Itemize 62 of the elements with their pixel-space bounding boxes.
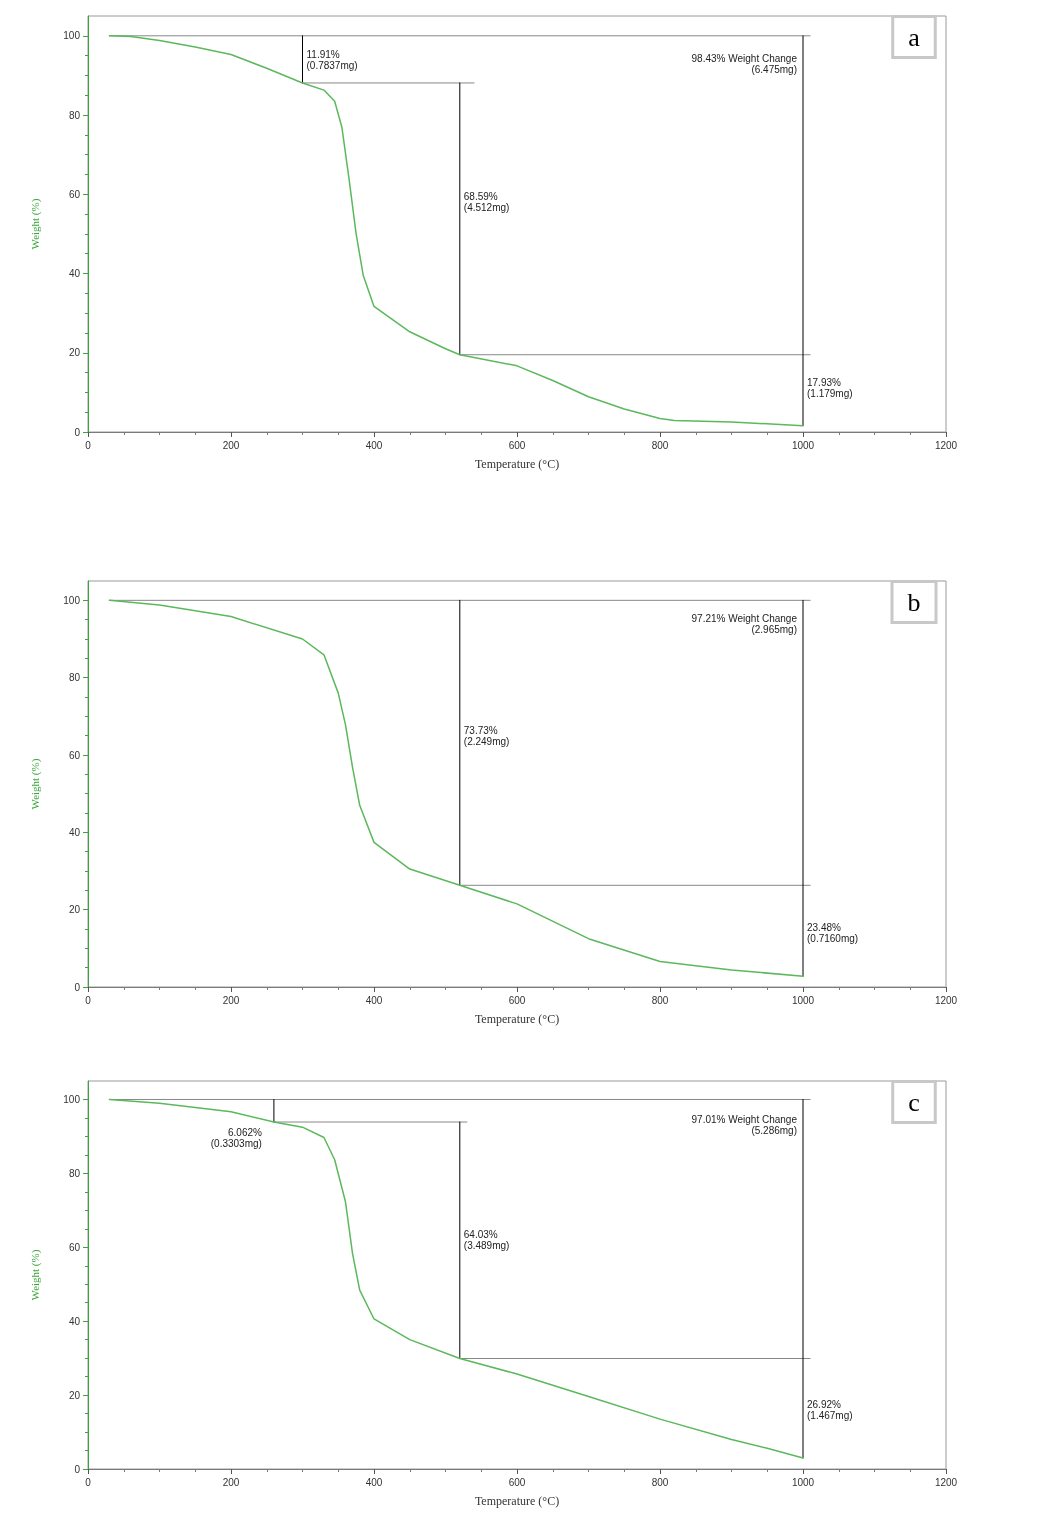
annotation: 6.062% (0.3303mg) [210,1127,262,1150]
x-axis-title: Temperature (°C) [474,1012,560,1026]
x-tick-label: 200 [222,439,240,451]
y-tick-label: 100 [63,1093,81,1105]
x-tick-label: 200 [222,1476,240,1488]
y-tick-label: 80 [68,672,81,684]
y-tick-label: 100 [63,30,81,42]
x-tick-label: 400 [365,1476,383,1488]
annotation: c [908,1087,920,1117]
x-tick-label: 400 [365,439,383,451]
y-tick-label: 20 [68,347,81,359]
x-tick-label: 1000 [791,439,815,451]
x-tick-label: 600 [508,994,526,1006]
y-tick-label: 60 [68,749,81,761]
y-tick-label: 40 [68,826,81,838]
line-series [108,35,804,427]
y-tick-label: 80 [68,109,81,121]
annotation: 68.59% (4.512mg) [463,191,510,214]
annotation: 23.48% (0.7160mg) [807,921,859,944]
annotation: 11.91% (0.7837mg) [306,48,358,71]
y-tick-label: 0 [74,1463,81,1475]
x-tick-label: 800 [651,439,669,451]
x-tick-label: 1200 [934,439,958,451]
line-series [108,599,804,977]
y-tick-label: 100 [63,594,81,606]
x-tick-label: 0 [85,1476,92,1488]
y-tick-label: 60 [68,188,81,200]
x-tick-label: 1200 [934,994,958,1006]
x-axis-title: Temperature (°C) [474,457,560,471]
y-tick-label: 20 [68,1389,81,1401]
x-tick-label: 800 [651,1476,669,1488]
x-tick-label: 400 [365,994,383,1006]
annotation: 64.03% (3.489mg) [463,1228,510,1251]
x-tick-label: 1000 [791,1476,815,1488]
y-tick-label: 20 [68,904,81,916]
x-tick-label: 200 [222,994,240,1006]
y-axis-title: Weight (%) [28,198,42,250]
x-tick-label: 0 [85,994,92,1006]
x-axis-title: Temperature (°C) [474,1494,560,1508]
annotation: b [907,587,921,617]
annotation: 98.43% Weight Change (6.475mg) [691,52,798,75]
annotation: 73.73% (2.249mg) [463,724,510,747]
y-tick-label: 0 [74,426,81,438]
y-axis-title: Weight (%) [28,758,42,810]
x-tick-label: 800 [651,994,669,1006]
annotation: 17.93% (1.179mg) [807,377,853,400]
y-axis-title: Weight (%) [28,1249,42,1301]
y-tick-label: 40 [68,1315,81,1327]
x-tick-label: 600 [508,439,526,451]
annotation: 97.01% Weight Change (5.286mg) [691,1114,798,1137]
y-tick-label: 0 [74,981,81,993]
line-series [108,1098,804,1459]
y-tick-label: 80 [68,1167,81,1179]
x-tick-label: 1200 [934,1476,958,1488]
x-tick-label: 1000 [791,994,815,1006]
y-tick-label: 60 [68,1241,81,1253]
x-tick-label: 600 [508,1476,526,1488]
annotation: a [908,22,921,52]
x-tick-label: 0 [85,439,92,451]
annotation: 26.92% (1.467mg) [807,1398,853,1421]
annotation: 97.21% Weight Change (2.965mg) [691,612,798,635]
y-tick-label: 40 [68,268,81,280]
